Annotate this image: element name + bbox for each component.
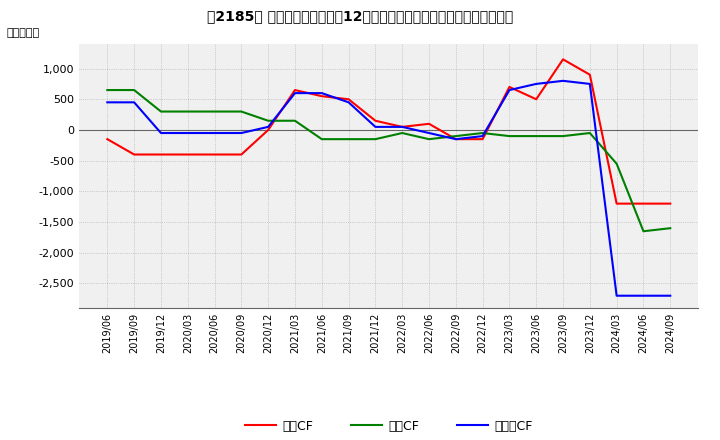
投資CF [585,130,594,136]
投資CF [130,88,138,93]
投資CF [344,136,353,142]
フリーCF [264,124,272,129]
営業CF [612,201,621,206]
フリーCF [585,81,594,87]
投資CF [451,133,460,139]
フリーCF [639,293,648,298]
フリーCF [210,130,219,136]
フリーCF [559,78,567,84]
営業CF [237,152,246,157]
営業CF [505,84,514,90]
営業CF [318,94,326,99]
投資CF [639,229,648,234]
フリーCF [666,293,675,298]
フリーCF [344,100,353,105]
投資CF [666,226,675,231]
営業CF [398,124,407,129]
営業CF [103,136,112,142]
投資CF [291,118,300,123]
Line: フリーCF: フリーCF [107,81,670,296]
営業CF [264,127,272,132]
投資CF [318,136,326,142]
営業CF [559,57,567,62]
フリーCF [291,91,300,96]
営業CF [639,201,648,206]
フリーCF [318,91,326,96]
Y-axis label: （百万円）: （百万円） [7,29,40,38]
投資CF [532,133,541,139]
投資CF [612,161,621,166]
投資CF [425,136,433,142]
営業CF [451,136,460,142]
営業CF [585,72,594,77]
投資CF [398,130,407,136]
フリーCF [130,100,138,105]
Line: 投資CF: 投資CF [107,90,670,231]
Legend: 営業CF, 投資CF, フリーCF: 営業CF, 投資CF, フリーCF [240,414,538,437]
投資CF [237,109,246,114]
営業CF [157,152,166,157]
フリーCF [103,100,112,105]
営業CF [425,121,433,126]
投資CF [505,133,514,139]
営業CF [666,201,675,206]
フリーCF [237,130,246,136]
営業CF [184,152,192,157]
Text: 【2185】 キャッシュフローの12か月移動合計の対前年同期増減額の推移: 【2185】 キャッシュフローの12か月移動合計の対前年同期増減額の推移 [207,9,513,23]
投資CF [184,109,192,114]
営業CF [478,136,487,142]
フリーCF [451,136,460,142]
フリーCF [612,293,621,298]
フリーCF [505,88,514,93]
フリーCF [425,130,433,136]
フリーCF [478,133,487,139]
投資CF [210,109,219,114]
Line: 営業CF: 営業CF [107,59,670,204]
投資CF [559,133,567,139]
フリーCF [398,124,407,129]
投資CF [478,130,487,136]
フリーCF [157,130,166,136]
営業CF [532,97,541,102]
営業CF [371,118,379,123]
投資CF [103,88,112,93]
営業CF [344,97,353,102]
営業CF [291,88,300,93]
投資CF [264,118,272,123]
投資CF [157,109,166,114]
フリーCF [184,130,192,136]
フリーCF [371,124,379,129]
投資CF [371,136,379,142]
営業CF [210,152,219,157]
フリーCF [532,81,541,87]
営業CF [130,152,138,157]
